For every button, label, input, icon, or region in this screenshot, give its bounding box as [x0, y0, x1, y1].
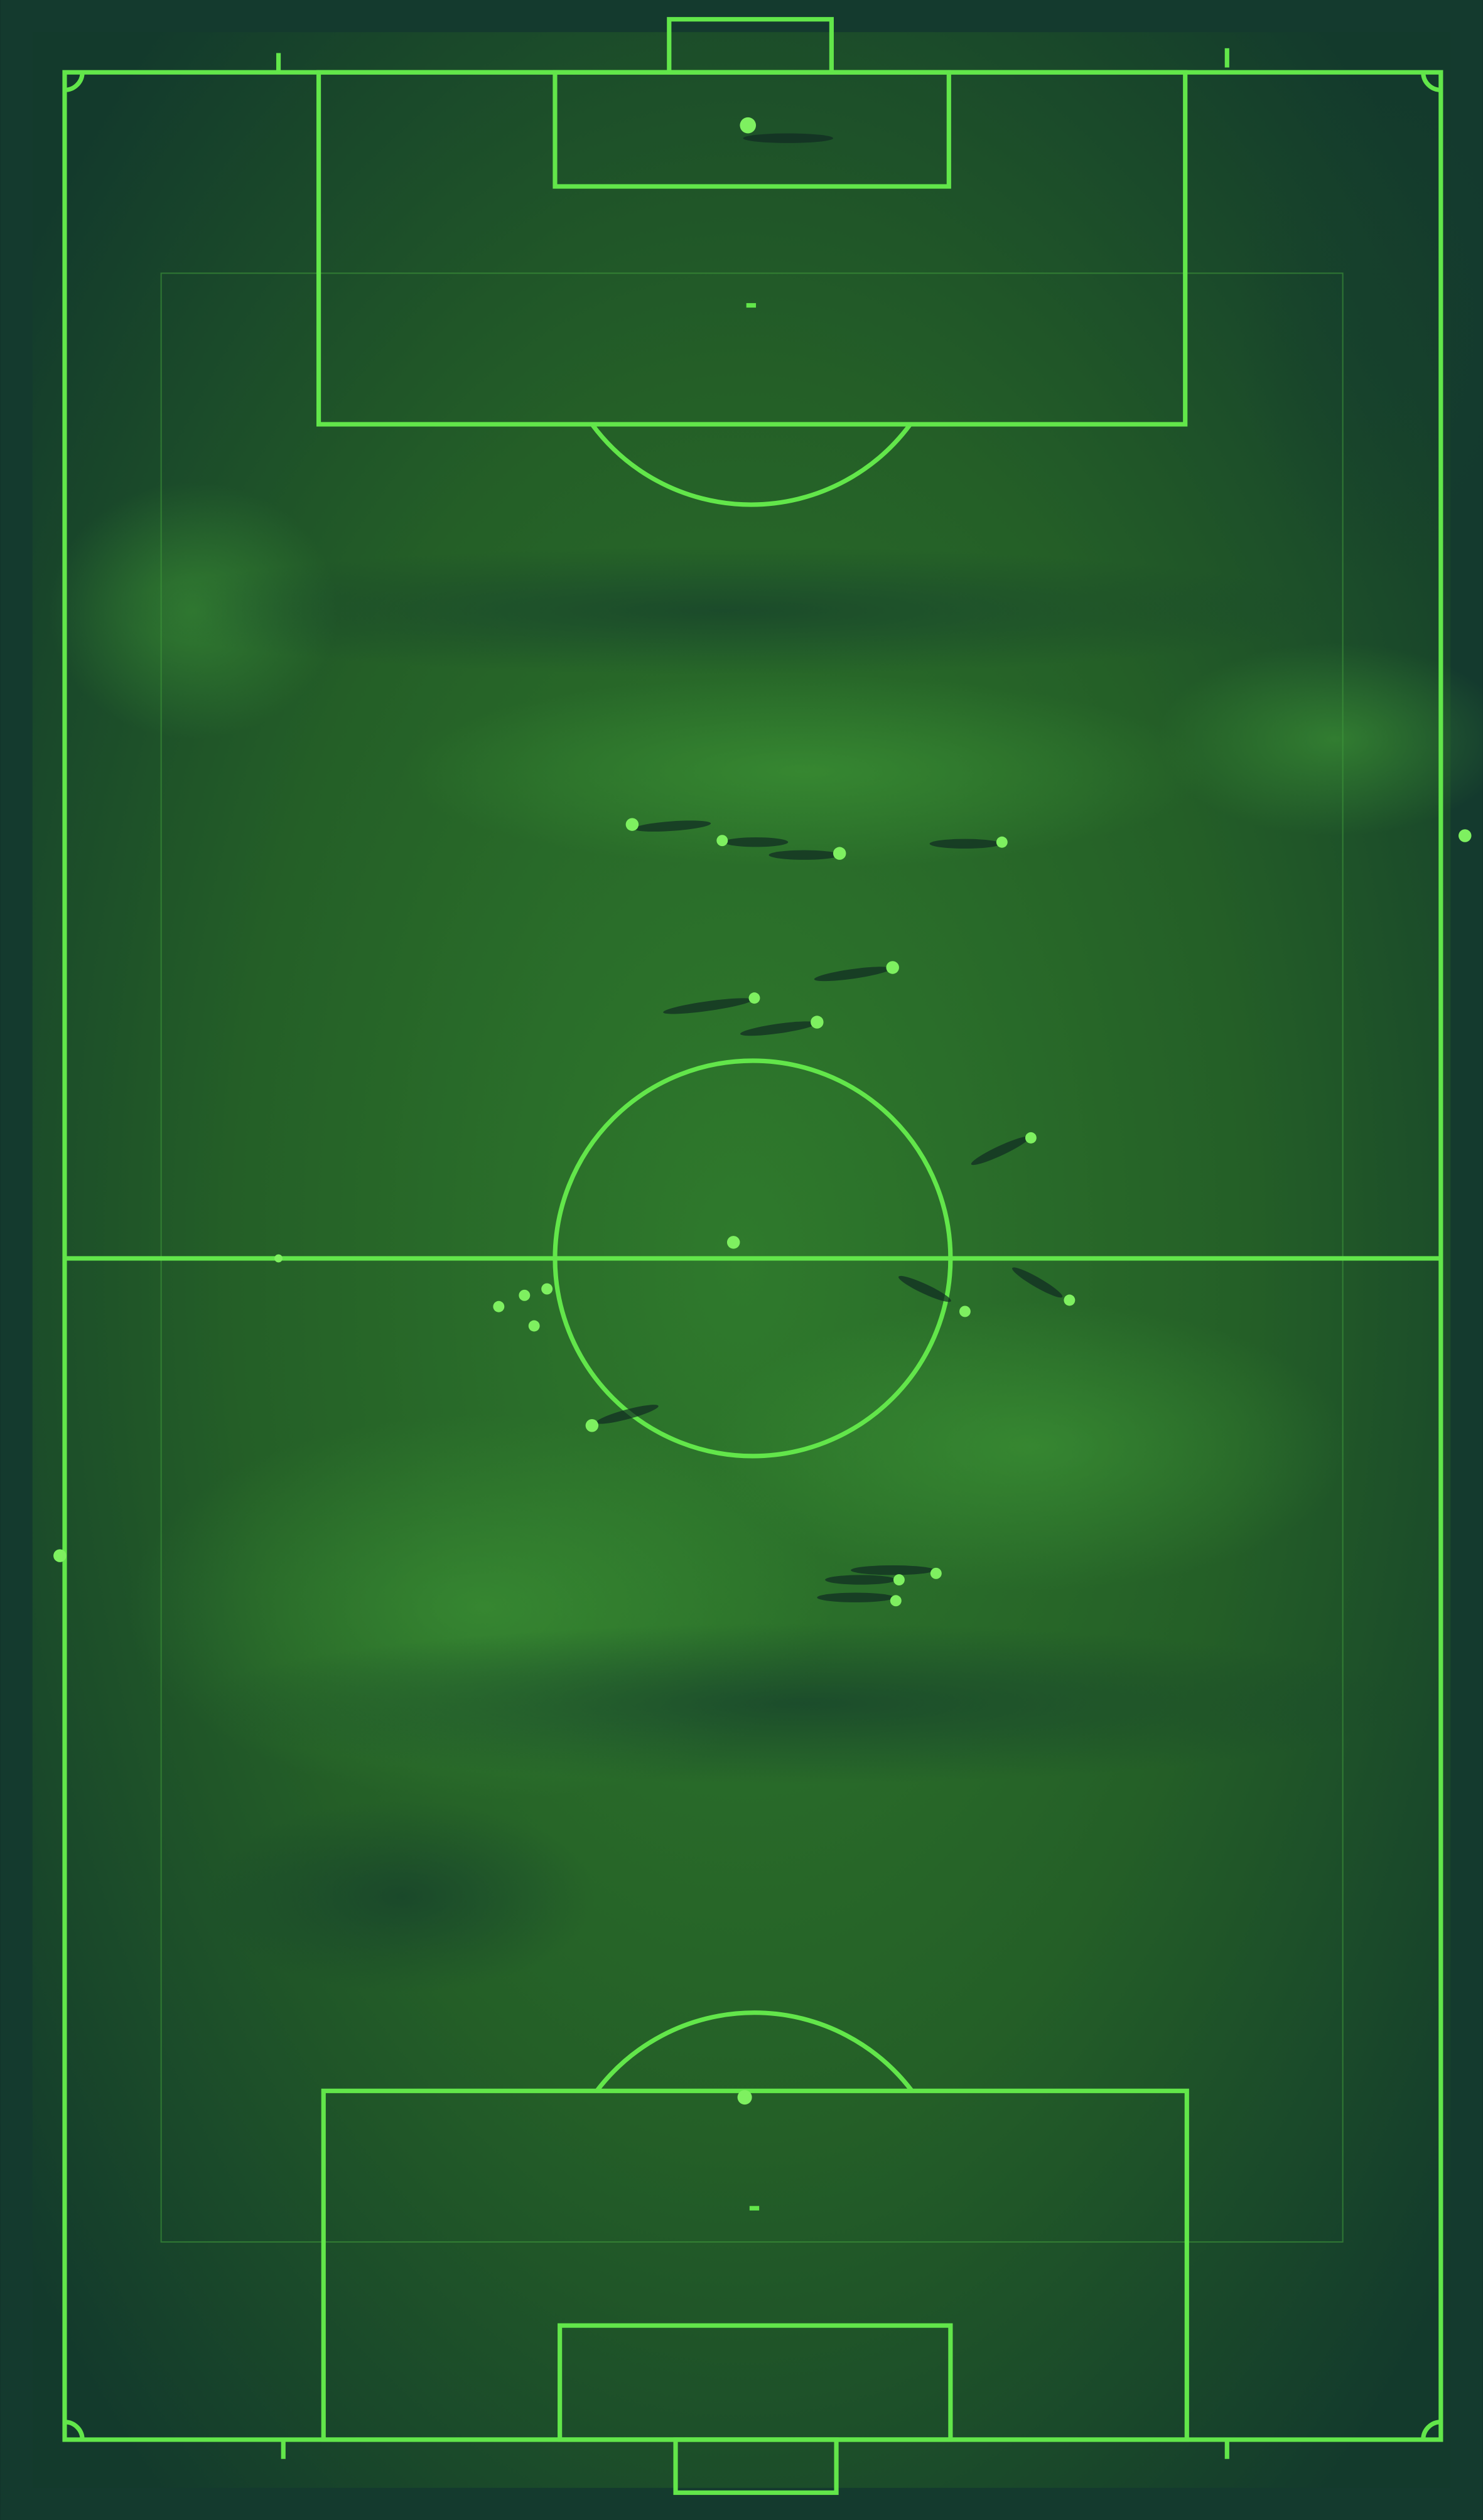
grass-patches	[48, 64, 1483, 1993]
pitch-lines	[62, 17, 1443, 2496]
players	[53, 117, 1472, 2105]
